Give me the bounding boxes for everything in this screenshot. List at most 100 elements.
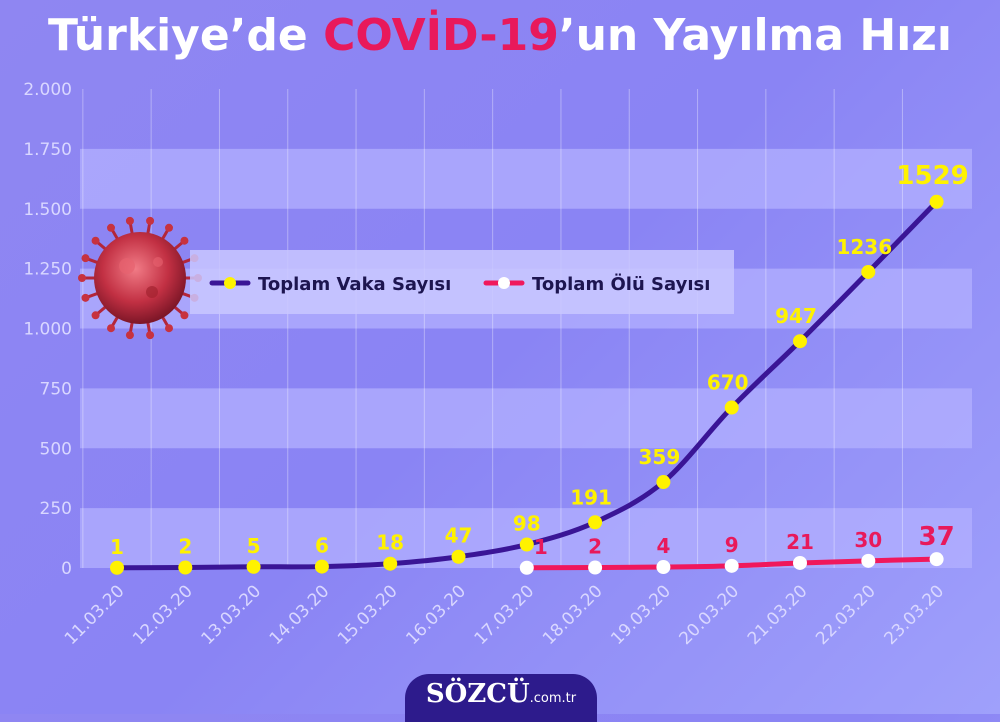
virus-spike-tip bbox=[180, 311, 189, 320]
cases-data-label: 1236 bbox=[836, 235, 892, 259]
x-tick-label: 11.03.20 bbox=[61, 581, 129, 649]
cases-point bbox=[519, 537, 534, 552]
brand-name: SÖZCÜ bbox=[425, 679, 530, 709]
x-tick-label: 18.03.20 bbox=[539, 581, 607, 649]
cases-point bbox=[588, 515, 603, 530]
legend-deaths-label: Toplam Ölü Sayısı bbox=[532, 273, 710, 295]
cases-point bbox=[861, 264, 876, 279]
x-tick-label: 20.03.20 bbox=[676, 581, 744, 649]
cases-data-label: 18 bbox=[376, 531, 404, 555]
title-suffix: ’un Yayılma Hızı bbox=[558, 10, 953, 61]
x-tick-label: 17.03.20 bbox=[471, 581, 539, 649]
x-tick-label: 14.03.20 bbox=[266, 581, 334, 649]
y-tick-label: 2.000 bbox=[23, 80, 72, 100]
y-tick-label: 1.000 bbox=[23, 320, 72, 340]
brand-suffix: .com.tr bbox=[529, 691, 577, 706]
virus-spike-tip bbox=[125, 331, 134, 340]
y-tick-label: 0 bbox=[61, 559, 72, 579]
cases-data-label: 670 bbox=[707, 371, 749, 395]
brand-logo: SÖZCÜ.com.tr bbox=[405, 674, 597, 722]
virus-spike-tip bbox=[91, 311, 100, 320]
x-tick-label: 13.03.20 bbox=[197, 581, 265, 649]
cases-point bbox=[656, 475, 671, 490]
legend-cases-label: Toplam Vaka Sayısı bbox=[258, 274, 451, 295]
series-points bbox=[110, 194, 944, 575]
virus-spike-tip bbox=[81, 293, 90, 302]
y-axis-ticks: 0 250 500 750 1.000 1.250 1.500 1.750 2.000 bbox=[23, 80, 72, 579]
deaths-point bbox=[724, 558, 739, 573]
deaths-point bbox=[656, 560, 671, 575]
virus-body bbox=[94, 232, 186, 324]
plot-bands bbox=[80, 148, 972, 568]
deaths-data-label: 1 bbox=[534, 535, 548, 559]
cases-point bbox=[110, 560, 124, 575]
virus-spot bbox=[146, 286, 158, 298]
virus-spike-tip bbox=[165, 223, 173, 232]
virus-spike-tip bbox=[107, 223, 115, 232]
x-axis-ticks: 11.03.20 12.03.20 13.03.20 14.03.20 15.03.20… bbox=[61, 581, 948, 649]
cases-point bbox=[383, 556, 398, 571]
virus-spike-tip bbox=[107, 324, 115, 333]
cases-data-label: 6 bbox=[315, 534, 329, 558]
deaths-point bbox=[519, 560, 534, 575]
legend-cases-marker bbox=[224, 277, 236, 289]
y-tick-label: 1.500 bbox=[23, 200, 72, 220]
y-tick-label: 500 bbox=[40, 439, 72, 459]
cases-point bbox=[793, 334, 807, 349]
title-prefix: Türkiye’de bbox=[47, 10, 324, 61]
cases-data-label: 947 bbox=[775, 304, 817, 328]
cases-data-label: 2 bbox=[178, 535, 192, 559]
virus-spike-tip bbox=[91, 236, 100, 245]
cases-point bbox=[178, 560, 193, 575]
x-tick-label: 21.03.20 bbox=[744, 581, 812, 649]
cases-data-label: 98 bbox=[513, 512, 541, 536]
deaths-data-label: 30 bbox=[854, 528, 882, 552]
cases-data-label: 5 bbox=[247, 534, 261, 558]
cases-data-label: 47 bbox=[445, 524, 473, 548]
deaths-point bbox=[861, 553, 876, 568]
virus-spike-tip bbox=[165, 324, 173, 333]
deaths-point bbox=[793, 555, 807, 570]
y-tick-label: 250 bbox=[40, 499, 72, 519]
deaths-data-label: 4 bbox=[656, 534, 670, 558]
x-tick-label: 22.03.20 bbox=[812, 581, 880, 649]
plot-band bbox=[80, 388, 972, 449]
vertical-gridlines bbox=[82, 89, 903, 568]
plot-band bbox=[80, 148, 972, 209]
legend-deaths-marker bbox=[498, 277, 510, 289]
x-tick-label: 19.03.20 bbox=[607, 581, 675, 649]
cases-point bbox=[451, 549, 466, 564]
x-tick-label: 23.03.20 bbox=[880, 581, 948, 649]
cases-data-label: 359 bbox=[639, 445, 681, 469]
virus-spot bbox=[153, 257, 163, 267]
legend: Toplam Vaka Sayısı Toplam Ölü Sayısı bbox=[190, 250, 734, 314]
chart-title: Türkiye’de COVİD-19’un Yayılma Hızı bbox=[0, 10, 1000, 61]
virus-spike-tip bbox=[146, 331, 155, 340]
deaths-data-label: 2 bbox=[588, 535, 602, 559]
cases-data-label: 1 bbox=[110, 535, 124, 559]
deaths-point bbox=[929, 552, 944, 567]
y-tick-label: 1.250 bbox=[23, 260, 72, 280]
title-highlight: COVİD-19 bbox=[323, 10, 559, 61]
x-tick-label: 15.03.20 bbox=[334, 581, 402, 649]
virus-spike-tip bbox=[180, 236, 189, 245]
deaths-data-label: 21 bbox=[786, 530, 814, 554]
deaths-point bbox=[588, 560, 603, 575]
x-tick-label: 16.03.20 bbox=[402, 581, 470, 649]
y-tick-label: 1.750 bbox=[23, 140, 72, 160]
cases-point bbox=[314, 559, 329, 574]
virus-spot bbox=[119, 258, 135, 274]
virus-spike-tip bbox=[78, 274, 86, 282]
legend-box bbox=[190, 250, 734, 314]
virus-spike-tip bbox=[146, 216, 155, 225]
cases-point bbox=[246, 559, 261, 574]
data-labels: 1 2 5 6 18 47 98 191 359 670 947 1236 1529 1 2 4 9 21 30 37 bbox=[110, 161, 969, 559]
cases-point bbox=[724, 400, 739, 415]
x-tick-label: 12.03.20 bbox=[129, 581, 197, 649]
cases-data-label: 191 bbox=[570, 485, 612, 509]
virus-spike-tip bbox=[81, 254, 90, 263]
y-tick-label: 750 bbox=[40, 379, 72, 399]
virus-spike-tip bbox=[125, 216, 134, 225]
cases-data-label: 1529 bbox=[896, 161, 968, 191]
